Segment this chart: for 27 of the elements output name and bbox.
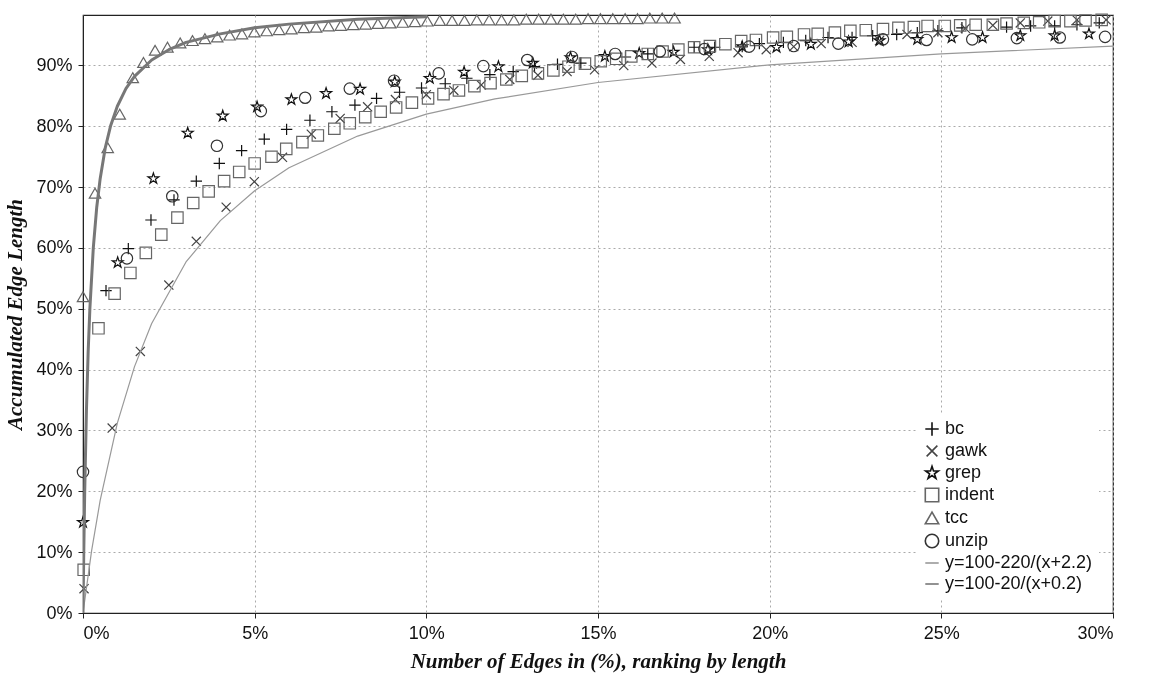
y-tick-label: 50% xyxy=(36,298,73,319)
y-tick-label: 10% xyxy=(36,541,73,562)
y-tick-label: 0% xyxy=(46,602,73,623)
y-tick-label: 70% xyxy=(36,176,73,197)
x-tick-label: 10% xyxy=(408,622,445,643)
legend-label: y=100-220/(x+2.2) xyxy=(945,552,1093,572)
legend-label: unzip xyxy=(945,530,989,550)
legend-label: y=100-20/(x+0.2) xyxy=(945,573,1083,593)
x-tick-label: 15% xyxy=(580,622,617,643)
legend-label: grep xyxy=(945,462,982,482)
y-tick-label: 80% xyxy=(36,115,73,136)
x-tick-label: 25% xyxy=(923,622,960,643)
x-axis-title: Number of Edges in (%), ranking by length xyxy=(409,648,787,673)
x-tick-label: 20% xyxy=(752,622,789,643)
y-tick-label: 20% xyxy=(36,480,73,501)
y-tick-label: 60% xyxy=(36,237,73,258)
y-tick-label: 90% xyxy=(36,54,73,75)
y-axis-title: Accumulated Edge Length xyxy=(3,199,28,432)
legend-label: gawk xyxy=(945,440,989,460)
x-tick-label: 5% xyxy=(242,622,269,643)
x-tick-label: 30% xyxy=(1077,622,1114,643)
y-tick-label: 40% xyxy=(36,359,73,380)
x-tick-label: 0% xyxy=(83,622,110,643)
legend-label: bc xyxy=(945,418,965,438)
y-tick-label: 30% xyxy=(36,420,73,440)
legend-label: indent xyxy=(945,484,995,504)
legend-label: tcc xyxy=(945,507,969,527)
